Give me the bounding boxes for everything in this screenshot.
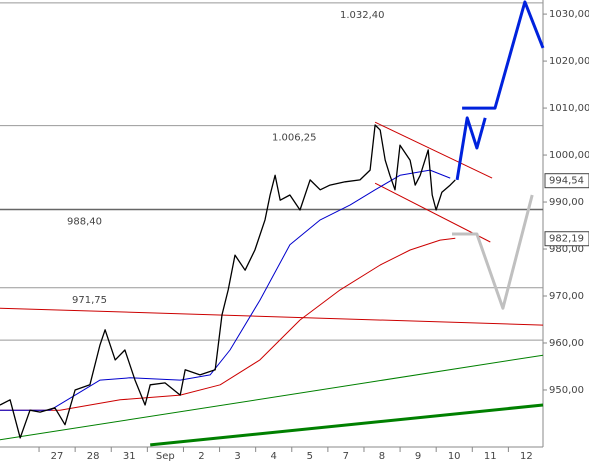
series-line xyxy=(150,403,544,447)
x-tick-label: 9 xyxy=(415,451,421,462)
x-tick-label: 10 xyxy=(448,451,461,462)
x-tick-label: 2 xyxy=(198,451,204,462)
x-tick-label: 28 xyxy=(87,451,100,462)
series-line xyxy=(0,354,544,441)
series-line xyxy=(455,0,545,181)
series-line xyxy=(452,194,534,310)
y-tick-label: 960,00 xyxy=(549,338,584,349)
series-line xyxy=(374,182,491,243)
x-tick-label: 12 xyxy=(520,451,533,462)
y-tick-label: 950,00 xyxy=(549,385,584,396)
series-line xyxy=(0,237,456,411)
y-tick-label: 970,00 xyxy=(549,291,584,302)
x-tick-label: 7 xyxy=(343,451,349,462)
level-label: 988,40 xyxy=(67,217,102,228)
series-line xyxy=(0,124,456,439)
price-tag xyxy=(544,173,589,189)
x-tick-label: Sep xyxy=(156,451,175,462)
x-tick-label: 4 xyxy=(270,451,276,462)
series-line xyxy=(374,121,493,179)
y-tick-label: 1000,00 xyxy=(549,150,589,161)
y-tick-label: 1030,00 xyxy=(549,9,589,20)
y-tick-label: 1020,00 xyxy=(549,56,589,67)
x-tick-label: 11 xyxy=(484,451,497,462)
level-label: 971,75 xyxy=(72,295,107,306)
level-label: 1.006,25 xyxy=(272,133,317,144)
x-tick-label: 8 xyxy=(379,451,385,462)
y-tick-label: 980,00 xyxy=(549,244,584,255)
price-tag-label: 994,54 xyxy=(549,176,584,187)
y-tick-label: 1010,00 xyxy=(549,103,589,114)
level-label: 1.032,40 xyxy=(340,10,385,21)
x-tick-label: 5 xyxy=(307,451,313,462)
x-tick-label: 3 xyxy=(234,451,240,462)
x-tick-label: 27 xyxy=(51,451,64,462)
y-tick-label: 990,00 xyxy=(549,197,584,208)
series-line xyxy=(0,307,544,326)
price-tag-label: 982,19 xyxy=(549,234,584,245)
x-tick-label: 31 xyxy=(123,451,136,462)
series-line xyxy=(0,169,451,411)
price-tag xyxy=(544,231,589,247)
